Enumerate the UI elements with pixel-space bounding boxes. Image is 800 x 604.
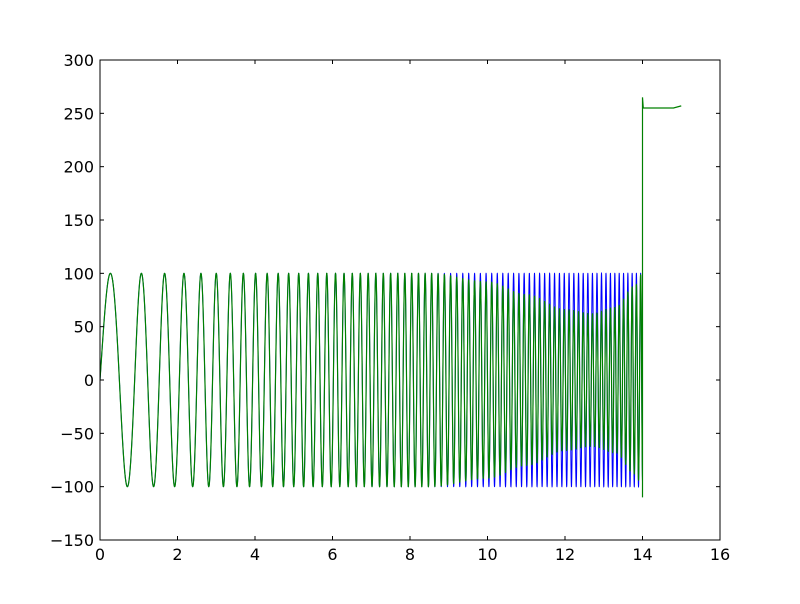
y-tick-label: 50 xyxy=(74,318,94,337)
x-tick-label: 2 xyxy=(172,545,182,564)
x-tick-label: 8 xyxy=(405,545,415,564)
x-tick-label: 12 xyxy=(555,545,575,564)
y-tick-label: 300 xyxy=(63,51,94,70)
series-green-line xyxy=(100,97,682,498)
y-tick-label: 150 xyxy=(63,211,94,230)
y-tick-label: −50 xyxy=(60,424,94,443)
ticks: 0 2 4 6 8 10 12 14 16 −150 −100 −50 0 50 100 150 200 250 3… xyxy=(50,51,730,564)
x-tick-label: 16 xyxy=(710,545,730,564)
y-tick-label: 250 xyxy=(63,104,94,123)
y-tick-label: 0 xyxy=(84,371,94,390)
plot-area xyxy=(100,97,682,498)
x-tick-label: 14 xyxy=(632,545,652,564)
y-tick-label: −100 xyxy=(50,478,94,497)
x-tick-label: 4 xyxy=(250,545,260,564)
x-tick-label: 6 xyxy=(327,545,337,564)
y-tick-label: −150 xyxy=(50,531,94,550)
x-tick-label: 0 xyxy=(95,545,105,564)
x-tick-label: 10 xyxy=(477,545,497,564)
y-tick-label: 100 xyxy=(63,264,94,283)
y-tick-label: 200 xyxy=(63,158,94,177)
